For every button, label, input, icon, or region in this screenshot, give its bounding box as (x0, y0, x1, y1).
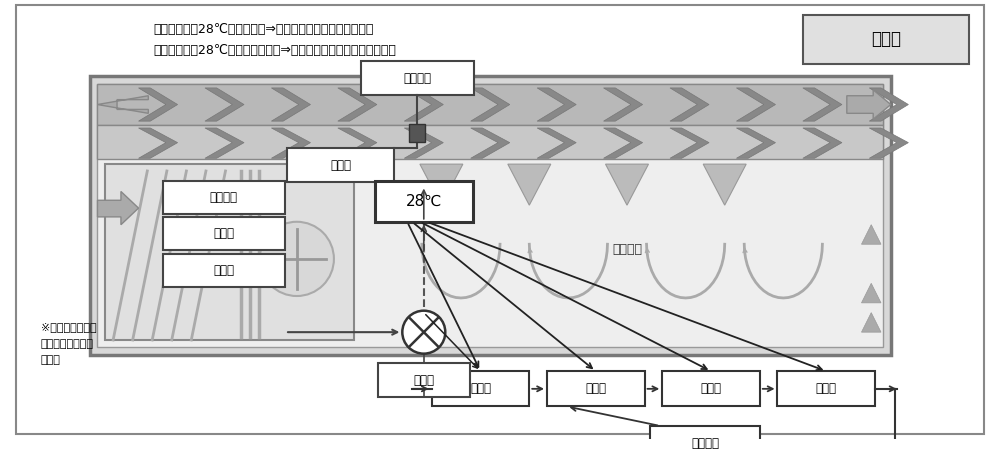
Polygon shape (861, 224, 881, 244)
Polygon shape (97, 191, 139, 224)
Text: 室温を計る（28℃より下がった）⇒冷水を止める（流量を減らす）: 室温を計る（28℃より下がった）⇒冷水を止める（流量を減らす） (153, 44, 396, 57)
Polygon shape (606, 164, 648, 205)
Polygon shape (420, 164, 463, 205)
Polygon shape (139, 128, 178, 158)
Circle shape (402, 311, 445, 354)
Polygon shape (736, 128, 775, 158)
Text: 制御対象: 制御対象 (612, 242, 642, 255)
Bar (409, 124, 425, 141)
Text: 目標値: 目標値 (470, 383, 491, 395)
Text: 制御対象: 制御対象 (691, 437, 719, 449)
Bar (163, 254, 285, 287)
Polygon shape (471, 128, 510, 158)
Text: 操作部: 操作部 (413, 374, 434, 387)
Polygon shape (670, 128, 709, 158)
Polygon shape (139, 88, 178, 121)
Text: 冷房時: 冷房時 (871, 30, 901, 48)
Polygon shape (338, 128, 377, 158)
Polygon shape (803, 88, 842, 121)
Bar (378, 363, 470, 396)
Polygon shape (205, 128, 244, 158)
Polygon shape (404, 128, 443, 158)
Polygon shape (847, 90, 891, 119)
Bar (163, 217, 285, 250)
Polygon shape (604, 128, 643, 158)
Polygon shape (404, 88, 443, 121)
Bar (97, 84, 883, 125)
Polygon shape (508, 164, 551, 205)
Bar (662, 371, 760, 406)
Polygon shape (338, 88, 377, 121)
Bar (287, 149, 394, 182)
Text: 室温を計る（28℃を超えた）⇒冷水を送る（流量を増やす）: 室温を計る（28℃を超えた）⇒冷水を送る（流量を増やす） (153, 23, 374, 36)
Polygon shape (869, 128, 908, 158)
Bar (777, 371, 875, 406)
Bar (803, 15, 969, 63)
Circle shape (260, 222, 334, 296)
Polygon shape (670, 88, 709, 121)
Polygon shape (271, 88, 310, 121)
Text: 28℃: 28℃ (406, 194, 442, 209)
Bar (650, 426, 760, 449)
Polygon shape (803, 128, 842, 158)
Text: 調節部: 調節部 (213, 264, 234, 277)
Text: 検出部: 検出部 (330, 158, 351, 172)
Bar (90, 76, 891, 355)
Text: 温度設定: 温度設定 (210, 191, 238, 204)
Text: ※ファンは一定で
動いているものの
とする: ※ファンは一定で 動いているものの とする (41, 322, 96, 365)
Bar (97, 125, 883, 159)
Polygon shape (861, 313, 881, 332)
Bar (97, 84, 883, 347)
Polygon shape (736, 88, 775, 121)
Bar (432, 371, 529, 406)
Text: 室温計測: 室温計測 (403, 72, 431, 85)
Text: 調節部: 調節部 (701, 383, 722, 395)
Text: 目標値: 目標値 (213, 227, 234, 240)
Polygon shape (271, 128, 310, 158)
Text: 検出部: 検出部 (585, 383, 606, 395)
Polygon shape (537, 128, 576, 158)
Bar (163, 181, 285, 214)
Polygon shape (703, 164, 746, 205)
Polygon shape (861, 283, 881, 303)
Polygon shape (869, 88, 908, 121)
Polygon shape (97, 96, 148, 113)
Polygon shape (471, 88, 510, 121)
Bar (375, 181, 473, 222)
Text: 操作部: 操作部 (816, 383, 837, 395)
Bar (547, 371, 645, 406)
Polygon shape (537, 88, 576, 121)
Polygon shape (205, 88, 244, 121)
Bar (361, 61, 474, 95)
Polygon shape (604, 88, 643, 121)
Bar (105, 164, 354, 340)
